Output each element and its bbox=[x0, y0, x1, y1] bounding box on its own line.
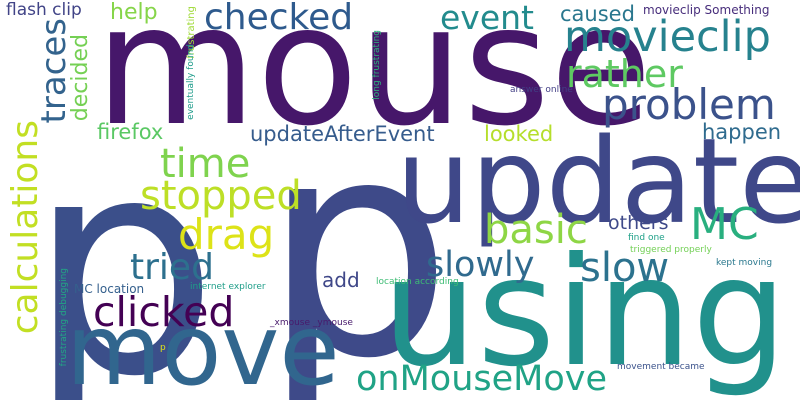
word-xmouse-ymouse: _xmouse _ymouse bbox=[270, 318, 353, 328]
word-happen: happen bbox=[702, 120, 782, 144]
word-internet-explorer: internet explorer bbox=[190, 282, 266, 292]
word-caused: caused bbox=[560, 2, 635, 26]
word-answer-online: answer online bbox=[510, 85, 573, 95]
word-basic: basic bbox=[484, 207, 588, 253]
word-onMouseMove: onMouseMove bbox=[356, 359, 608, 399]
word-movement-became: movement became bbox=[617, 362, 705, 372]
word-firefox: firefox bbox=[97, 120, 164, 144]
word-add: add bbox=[322, 268, 360, 292]
word-frustrating-debugging: frustrating debugging bbox=[59, 268, 69, 367]
word-triggered-properly: triggered properly bbox=[630, 245, 712, 255]
word-MC: MC bbox=[690, 199, 759, 250]
word-move: move bbox=[66, 294, 340, 400]
word-slow: slow bbox=[580, 245, 670, 291]
word-p-tiny: p bbox=[160, 343, 166, 353]
word-rather: rather bbox=[566, 52, 683, 96]
word-using: using bbox=[382, 226, 788, 400]
word-movieclip: movieclip bbox=[564, 12, 771, 62]
word-find-one: find one bbox=[628, 233, 665, 243]
word-MC-location: MC location bbox=[74, 282, 145, 296]
word-long-frustrating: long frustrating bbox=[372, 30, 382, 100]
word-calculations: calculations bbox=[5, 120, 46, 335]
word-event: event bbox=[440, 0, 534, 37]
word-decided: decided bbox=[68, 34, 93, 122]
word-others: others bbox=[608, 212, 669, 234]
word-update: update bbox=[396, 112, 800, 250]
word-tried: tried bbox=[130, 247, 214, 288]
word-eventually-found: eventually found bbox=[186, 44, 196, 120]
word-problem: problem bbox=[602, 80, 776, 129]
word-stopped: stopped bbox=[140, 173, 302, 219]
word-location-according: location according bbox=[376, 277, 459, 287]
word-slowly: slowly bbox=[426, 245, 535, 285]
word-traces: traces bbox=[34, 18, 74, 124]
word-time: time bbox=[160, 141, 251, 187]
word-looked: looked bbox=[484, 122, 554, 146]
word-movieclip-something: movieclip Something bbox=[643, 3, 770, 17]
word-updateAfterEvent: updateAfterEvent bbox=[250, 122, 435, 146]
word-kept-moving: kept moving bbox=[716, 258, 773, 268]
word-p-large-right: p bbox=[262, 75, 453, 400]
word-flash-clip: flash clip bbox=[6, 0, 82, 20]
word-help: help bbox=[110, 0, 158, 25]
word-clicked: clicked bbox=[93, 288, 235, 336]
word-checked: checked bbox=[204, 0, 354, 38]
word-p-large-left: p bbox=[28, 93, 219, 400]
word-drag: drag bbox=[178, 210, 275, 259]
word-mouse: mouse bbox=[95, 0, 653, 163]
